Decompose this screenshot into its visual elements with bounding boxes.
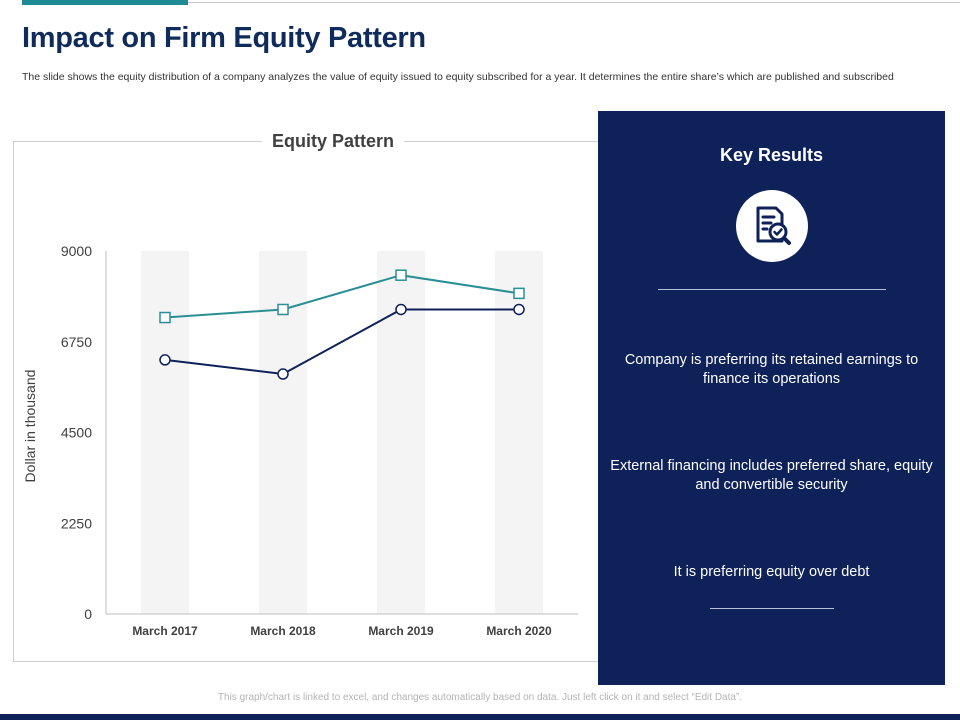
y-tick-label: 0 xyxy=(84,606,92,622)
y-tick-label: 9000 xyxy=(61,243,92,259)
series-2-point xyxy=(159,354,171,366)
x-tick-label: March 2020 xyxy=(486,624,552,638)
top-rule xyxy=(188,2,960,3)
category-band xyxy=(141,251,189,614)
document-check-icon xyxy=(756,206,791,245)
key-results-panel: Key Results Company is preferring its re… xyxy=(598,111,945,685)
x-tick-label: March 2017 xyxy=(132,624,198,638)
y-tick-label: 4500 xyxy=(61,425,92,441)
key-results-icon-circle xyxy=(736,190,808,262)
key-result-2: External financing includes preferred sh… xyxy=(610,458,933,493)
footer-note: This graph/chart is linked to excel, and… xyxy=(217,692,743,703)
panel-divider-bottom xyxy=(710,608,834,609)
y-tick-label: 6750 xyxy=(61,334,92,350)
series-1-point xyxy=(395,269,407,281)
panel-divider-top xyxy=(658,289,886,290)
page-title: Impact on Firm Equity Pattern xyxy=(22,22,426,54)
series-2-point xyxy=(513,303,525,316)
series-1-point xyxy=(513,287,525,300)
x-tick-label: March 2018 xyxy=(250,624,316,638)
key-result-3: It is preferring equity over debt xyxy=(673,564,870,580)
top-accent-bar xyxy=(22,0,188,5)
page-subtitle: The slide shows the equity distribution … xyxy=(22,71,894,83)
key-result-1: Company is preferring its retained earni… xyxy=(624,352,919,387)
series-1-point xyxy=(159,311,171,324)
key-results-title: Key Results xyxy=(719,145,824,165)
series-2-line xyxy=(164,308,519,376)
y-tick-label: 2250 xyxy=(61,515,92,531)
series-2-point xyxy=(395,303,407,316)
series-1-point xyxy=(277,303,289,316)
series-1-line xyxy=(164,274,520,319)
chart-title: Equity Pattern xyxy=(262,131,405,152)
x-tick-label: March 2019 xyxy=(368,624,434,638)
bottom-bar xyxy=(0,714,960,720)
series-2-point xyxy=(277,368,289,380)
y-axis-label: Dollar in thousand xyxy=(22,369,38,483)
